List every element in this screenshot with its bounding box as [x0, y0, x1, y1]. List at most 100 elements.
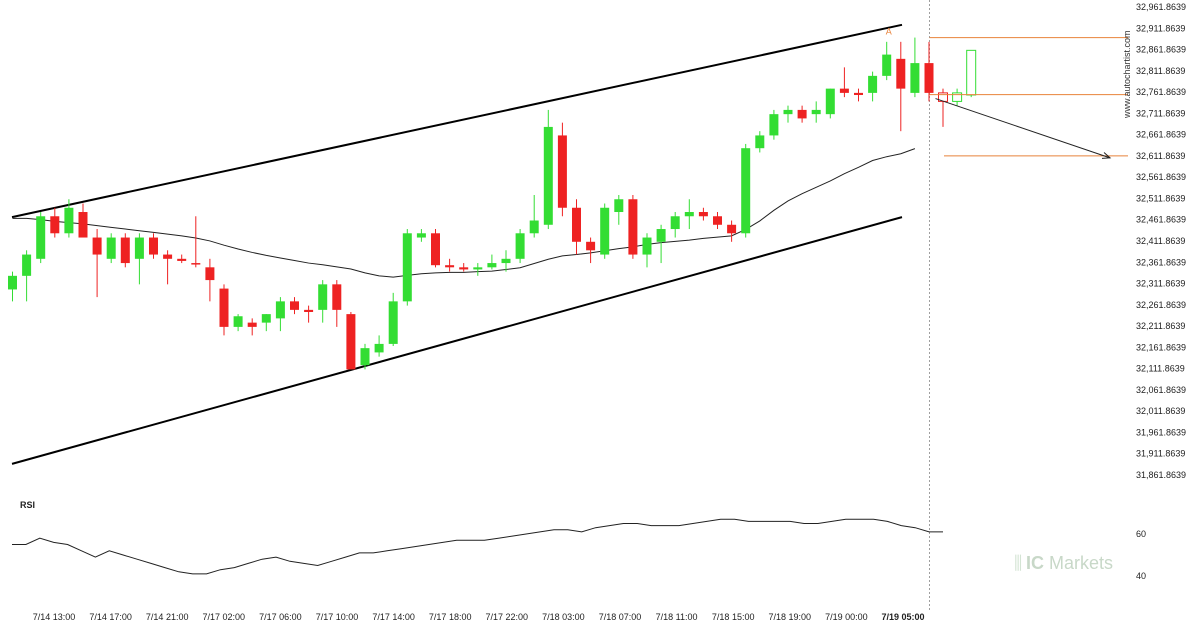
rsi-label: RSI: [20, 500, 35, 510]
candle-body: [501, 258, 511, 264]
candle-body: [811, 109, 821, 115]
candle-body: [346, 314, 356, 370]
time-tick-label: 7/18 15:00: [712, 612, 755, 622]
time-tick-label: 7/18 07:00: [599, 612, 642, 622]
candle-body: [332, 284, 342, 310]
candle-body: [515, 233, 525, 259]
time-tick-label: 7/17 14:00: [372, 612, 415, 622]
time-tick-label: 7/18 19:00: [769, 612, 812, 622]
price-tick-label: 32,861.8639: [1136, 45, 1186, 55]
logo-bars-icon: ⫼: [1014, 553, 1022, 573]
candle-body: [233, 316, 243, 327]
rsi-panel: [12, 518, 943, 575]
candle-body: [388, 301, 398, 344]
candle-body: [290, 301, 299, 310]
price-tick-label: 32,911.8639: [1136, 23, 1185, 33]
candle-body: [825, 88, 835, 115]
candle-body: [698, 212, 708, 217]
candle-body: [36, 216, 46, 259]
time-tick-label: 7/18 11:00: [656, 612, 698, 622]
channel-lower-line: [11, 216, 903, 465]
price-tick-label: 32,161.8639: [1136, 342, 1186, 352]
pattern-point-label: A: [886, 27, 892, 37]
forecast-arrow-head-icon: [1101, 152, 1112, 159]
time-tick-label: 7/17 18:00: [429, 612, 472, 622]
price-tick-label: 32,361.8639: [1136, 257, 1186, 267]
price-levels: A: [886, 27, 1128, 159]
candle-body: [149, 237, 158, 255]
candle-body: [600, 207, 610, 255]
candle-body: [261, 314, 271, 323]
price-tick-label: 32,061.8639: [1136, 385, 1186, 395]
candle-body: [741, 148, 751, 234]
time-tick-label: 7/18 03:00: [542, 612, 585, 622]
candle-body: [557, 135, 567, 208]
price-tick-label: 31,911.8639: [1136, 449, 1185, 459]
candle-body: [78, 212, 88, 238]
price-tick-label: 32,211.8639: [1136, 321, 1185, 331]
moving-average: [12, 148, 916, 278]
candle-body: [205, 267, 215, 281]
watermark: www.autochartist.com: [1122, 30, 1132, 119]
candle-body: [487, 263, 497, 268]
candle-body: [275, 301, 285, 319]
candle-body: [431, 233, 440, 266]
candle-body: [769, 114, 779, 136]
projection-candle-body: [966, 49, 977, 96]
candle-body: [22, 254, 32, 276]
candle-body: [247, 322, 257, 327]
candle-body: [670, 216, 680, 230]
price-tick-label: 32,261.8639: [1136, 300, 1186, 310]
candles: [8, 37, 977, 370]
candle-body: [614, 199, 624, 213]
candle-body: [586, 241, 596, 251]
candle-body: [8, 275, 17, 290]
candle-body: [64, 207, 74, 234]
price-axis: 32,961.8639 32,911.8639 32,861.8639 32,811.…: [1136, 2, 1186, 480]
price-tick-label: 32,811.8639: [1136, 66, 1185, 76]
candle-body: [882, 54, 892, 76]
candle-body: [191, 263, 201, 265]
candle-body: [445, 265, 455, 268]
price-tick-label: 31,861.8639: [1136, 470, 1186, 480]
candle-body: [910, 63, 920, 93]
candle-body: [219, 288, 229, 327]
candle-body: [473, 267, 483, 270]
candle-body: [572, 207, 581, 242]
price-tick-label: 31,961.8639: [1136, 427, 1186, 437]
candle-body: [924, 63, 934, 93]
candle-body: [177, 258, 187, 261]
rsi-tick-label: 40: [1136, 571, 1146, 581]
candle-body: [304, 309, 314, 312]
rsi-tick-label: 60: [1136, 529, 1146, 539]
time-tick-label: 7/17 06:00: [259, 612, 302, 622]
time-tick-label: 7/14 21:00: [146, 612, 189, 622]
candle-body: [684, 212, 694, 217]
price-tick-label: 32,411.8639: [1136, 236, 1185, 246]
time-tick-label: 7/19 05:00: [881, 612, 924, 622]
candle-body: [374, 343, 384, 353]
candle-body: [628, 199, 638, 255]
candle-body: [839, 88, 849, 93]
candle-body: [50, 216, 60, 234]
rsi-line: [12, 518, 943, 575]
candle-body: [713, 216, 722, 225]
time-axis: 7/14 13:00 7/14 17:00 7/14 21:00 7/17 02:00…: [33, 0, 930, 622]
brand-markets: Markets: [1049, 553, 1113, 573]
brand-ic: IC: [1026, 553, 1044, 573]
price-tick-label: 32,311.8639: [1136, 279, 1185, 289]
candle-body: [416, 233, 426, 238]
price-tick-label: 32,111.8639: [1136, 364, 1185, 374]
forecast-arrow-line: [935, 98, 1111, 159]
projection-candle-body: [952, 92, 963, 102]
time-tick-label: 7/17 10:00: [316, 612, 359, 622]
candle-body: [797, 109, 807, 119]
candle-body: [642, 237, 652, 255]
candle-body: [120, 237, 130, 264]
brand-logo: ⫼ IC Markets: [1014, 553, 1113, 573]
price-tick-label: 32,711.8639: [1136, 108, 1185, 118]
candle-body: [459, 267, 469, 270]
price-tick-label: 32,011.8639: [1136, 406, 1185, 416]
candle-body: [529, 220, 539, 234]
